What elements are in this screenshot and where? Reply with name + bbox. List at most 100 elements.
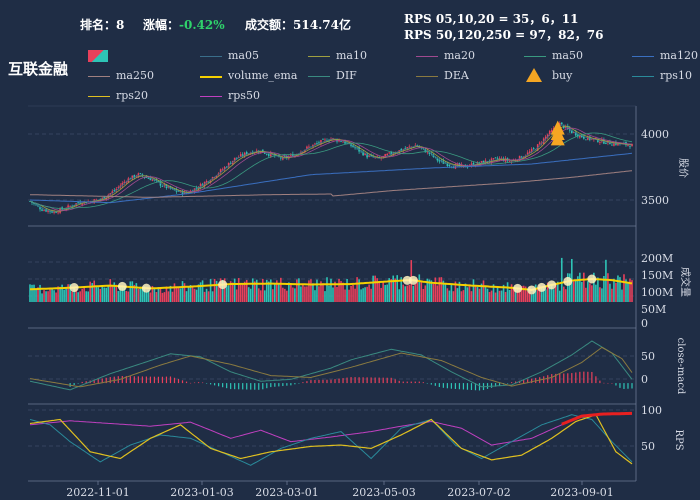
volume-bar [149,292,152,302]
volume-bar [452,291,455,302]
volume-bar [386,284,388,302]
volume-bar [530,294,533,302]
macd-bar [278,383,280,387]
macd-bar [506,383,509,384]
macd-bar [290,383,292,386]
volume-bar [591,285,593,302]
volume-bar [506,282,509,302]
rps-tick-label: 100 [641,404,662,417]
volume-bar [585,287,587,302]
macd-bar [129,376,131,384]
candle-body [85,202,87,204]
volume-bar [61,284,63,302]
macd-bar [366,377,368,384]
macd-bar [531,378,533,384]
x-tick-label: 2023-07-02 [447,486,510,499]
volume-bar [31,284,33,302]
macd-bar [113,376,115,384]
volume-bar [504,291,507,302]
rps-tick-label: 50 [641,440,655,453]
volume-bar [573,281,575,302]
sector-title: 互联金融 [8,60,69,78]
volume-bar [201,280,204,302]
macd-bar [145,376,147,384]
candle-body [428,152,431,154]
volume-bar [105,287,108,302]
macd-bar [623,383,625,389]
volume-bar [613,278,615,302]
macd-tick-label: 50 [641,350,655,363]
candle-body [209,180,212,183]
volume-bar [631,280,633,302]
volume-bar [400,277,403,302]
candle-body [245,152,248,155]
macd-bar [551,374,553,384]
volume-bar [442,280,445,302]
volume-bar [438,277,441,302]
volume-bar [426,278,429,302]
volume-bar [85,291,87,302]
macd-bar [470,383,473,390]
candle-body [229,162,232,164]
macd-bar [603,382,605,384]
macd-bar [478,383,481,391]
volume-bar [412,285,415,302]
volume-bar [91,283,94,302]
macd-bar [157,376,160,384]
volume-bar [330,278,332,302]
legend-label: rps10 [660,69,692,82]
candle-body [629,146,631,148]
volume-bar [284,288,286,302]
volume-bar [458,281,461,302]
volume-bar [398,289,401,302]
volume-bar [259,290,262,302]
volume-bar [595,284,597,302]
volume-bar [59,286,61,302]
candle-body [370,155,372,157]
candle-body [318,142,320,144]
macd-bar [254,383,256,390]
candle-body [436,157,439,161]
macd-bar [197,382,200,384]
legend-label: DIF [336,69,357,82]
candle-body [267,154,270,156]
candle-body [149,177,152,181]
candle-body [111,191,114,194]
candle-body [109,193,112,196]
legend-label: ma250 [116,69,154,82]
volume-bar [494,292,497,302]
legend-label: rps50 [228,89,260,102]
candle-body [123,181,126,184]
volume-marker [587,274,597,284]
candle-body [579,135,581,138]
candle-body [290,154,292,156]
volume-bar [552,289,555,302]
legend-line-icon [524,56,546,57]
macd-bar [133,376,135,384]
macd-bar [109,377,111,384]
macd-bar [334,379,336,384]
candle-body [316,142,318,144]
volume-bar [615,282,617,302]
volume-bar [237,278,240,302]
volume-bar [336,286,338,302]
legend-label: ma120 [660,49,698,62]
volume-bar [416,278,419,302]
candle-body [306,146,308,149]
volume-bar [462,290,465,302]
volume-bar [294,288,296,302]
volume-bar [213,278,216,302]
volume-bar [229,281,232,302]
macd-bar [298,383,300,384]
candle-body [51,210,53,213]
macd-bar [378,377,380,384]
macd-bar [446,383,448,389]
volume-bar [583,272,585,302]
volume-bar [492,284,495,302]
candle-body [571,130,573,134]
price-ma50-line [29,132,633,209]
volume-bar [378,281,380,302]
macd-bar [286,383,288,386]
macd-bar [149,376,151,384]
volume-bar [125,291,128,302]
